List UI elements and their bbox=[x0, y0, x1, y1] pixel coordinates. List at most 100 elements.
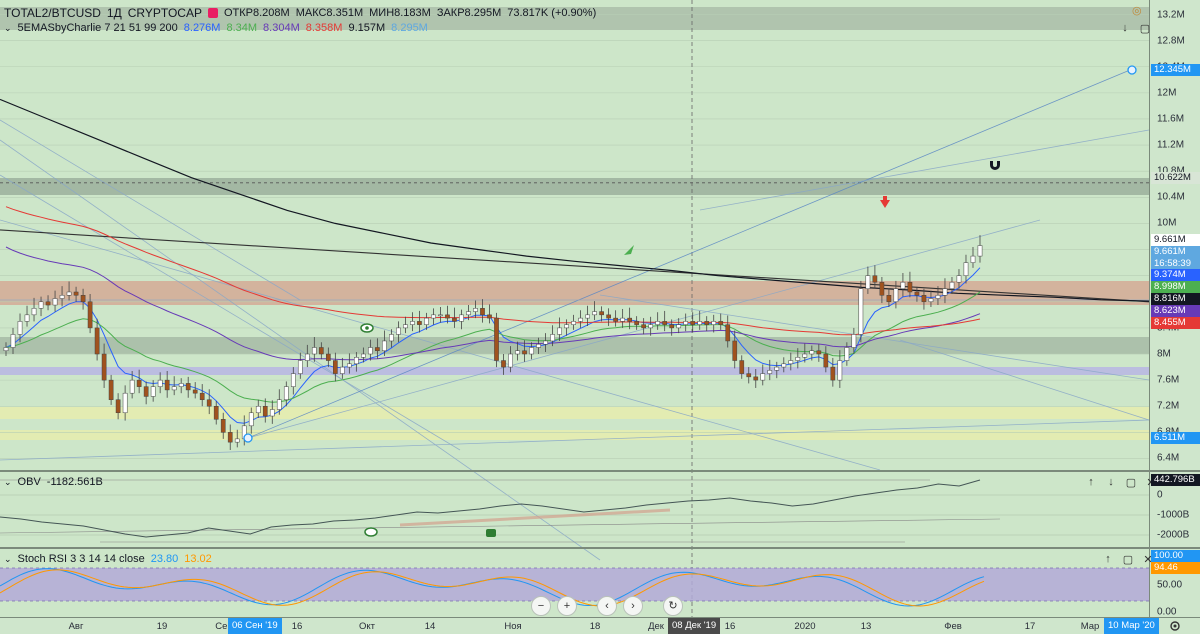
candle-body bbox=[143, 386, 149, 397]
time-axis-tag: 08 Дек '19 bbox=[668, 618, 721, 634]
zoom-in-button[interactable]: + bbox=[557, 596, 577, 616]
candle-body bbox=[851, 334, 857, 348]
candle-body bbox=[206, 399, 212, 407]
stoch-axis-tag: 94.46 bbox=[1151, 562, 1200, 574]
candle-body bbox=[276, 399, 282, 410]
support-zone-lilac bbox=[0, 367, 1149, 375]
ema-value-5: 9.157M bbox=[348, 22, 386, 34]
trendline bbox=[0, 139, 601, 561]
interval-label[interactable]: 1Д bbox=[106, 6, 122, 20]
trendline bbox=[899, 339, 1149, 421]
stoch-close-icon[interactable]: ✕ bbox=[1143, 554, 1153, 566]
candle-body bbox=[536, 343, 541, 348]
candle-body bbox=[802, 353, 808, 358]
candle-body bbox=[396, 327, 401, 335]
obv-collapse-chevron-icon[interactable]: ⌄ bbox=[4, 476, 12, 487]
stoch-move-up-icon[interactable]: ↑ bbox=[1105, 553, 1111, 565]
candle-body bbox=[164, 379, 170, 391]
candle-body bbox=[311, 347, 317, 355]
candle-body bbox=[571, 321, 576, 325]
pane-separator-stoch[interactable] bbox=[0, 547, 1200, 549]
candle-body bbox=[417, 321, 422, 325]
candle-body bbox=[459, 314, 464, 322]
time-tick-label: Ноя bbox=[504, 621, 522, 632]
candle-body bbox=[725, 324, 731, 342]
settings-gear-icon[interactable] bbox=[1150, 618, 1200, 634]
chart-canvas[interactable] bbox=[0, 0, 1149, 617]
price-axis-tag: 9.661M bbox=[1151, 246, 1200, 258]
price-tick-label: 7.6M bbox=[1157, 374, 1180, 386]
candle-body bbox=[830, 366, 836, 381]
support-zone-grey bbox=[0, 337, 1149, 354]
reset-chart-button[interactable]: ↻ bbox=[663, 596, 683, 616]
candle-body bbox=[599, 311, 604, 316]
move-down-icon[interactable]: ↓ bbox=[1122, 22, 1128, 34]
ema-value-2: 8.34M bbox=[226, 22, 258, 34]
candle-body bbox=[648, 324, 653, 329]
candle-body bbox=[732, 340, 738, 361]
candle-body bbox=[606, 314, 611, 319]
candle-body bbox=[578, 317, 583, 322]
obv-name[interactable]: OBV bbox=[17, 476, 41, 488]
price-axis-tag: 9.374M bbox=[1151, 269, 1200, 281]
obv-move-down-icon[interactable]: ↓ bbox=[1108, 476, 1114, 488]
candle-body bbox=[914, 291, 920, 296]
price-axis-tag: 9.661M bbox=[1151, 234, 1200, 246]
stoch-collapse-chevron-icon[interactable]: ⌄ bbox=[4, 553, 12, 564]
candle-body bbox=[255, 405, 261, 414]
time-tick-label: 14 bbox=[424, 621, 436, 632]
candle-body bbox=[942, 288, 948, 296]
stoch-name[interactable]: Stoch RSI 3 3 14 14 close bbox=[17, 553, 145, 565]
obv-maximize-icon[interactable]: ▢ bbox=[1125, 477, 1137, 489]
candle-body bbox=[87, 301, 93, 329]
stoch-maximize-icon[interactable]: ▢ bbox=[1122, 554, 1134, 566]
candle-body bbox=[136, 379, 142, 387]
time-tick-label: 19 bbox=[156, 621, 168, 632]
price-tick-label: 10.4M bbox=[1157, 191, 1185, 203]
candle-body bbox=[655, 321, 661, 325]
stoch-legend[interactable]: ⌄ Stoch RSI 3 3 14 14 close 23.80 13.02 bbox=[4, 553, 212, 565]
candle-body bbox=[382, 340, 387, 352]
zoom-out-button[interactable]: − bbox=[531, 596, 551, 616]
obv-legend[interactable]: ⌄ OBV -1182.561B bbox=[4, 476, 103, 488]
scroll-left-button[interactable]: ‹ bbox=[597, 596, 617, 616]
high-value: МАКС8.351M bbox=[295, 7, 364, 19]
candle-body bbox=[424, 317, 429, 325]
collapse-chevron-icon[interactable]: ⌄ bbox=[4, 22, 12, 33]
candle-body bbox=[823, 353, 829, 368]
close-value: ЗАКР8.295M bbox=[436, 7, 502, 19]
alert-icon[interactable]: ◎ bbox=[1132, 5, 1142, 17]
time-tick-label: Авг bbox=[68, 621, 84, 632]
time-tick-label: Сен bbox=[215, 621, 233, 632]
candle-body bbox=[501, 360, 506, 368]
price-tick-label: 10.8M bbox=[1157, 166, 1185, 177]
candle-body bbox=[3, 347, 9, 352]
candle-body bbox=[718, 321, 724, 325]
symbol-label[interactable]: TOTAL2/BTCUSD bbox=[4, 6, 101, 20]
candle-body bbox=[59, 295, 65, 299]
time-axis[interactable] bbox=[0, 617, 1149, 634]
candle-body bbox=[361, 353, 366, 358]
candle-body bbox=[347, 363, 352, 368]
time-tick-label: Мар bbox=[1080, 621, 1100, 632]
obv-move-up-icon[interactable]: ↑ bbox=[1088, 476, 1094, 488]
candle-body bbox=[641, 324, 646, 329]
main-pane-controls: ↓ ▢ bbox=[1119, 22, 1151, 35]
scroll-right-button[interactable]: › bbox=[623, 596, 643, 616]
candle-body bbox=[354, 357, 359, 365]
candle-body bbox=[199, 392, 205, 400]
ema-indicator-name[interactable]: 5EMASbyCharlie 7 21 51 99 200 bbox=[17, 22, 178, 34]
candle-body bbox=[529, 347, 534, 355]
obv-resistance-band bbox=[399, 508, 671, 527]
maximize-pane-icon[interactable]: ▢ bbox=[1139, 23, 1151, 35]
candle-body bbox=[893, 288, 899, 303]
candle-body bbox=[73, 291, 79, 296]
candle-body bbox=[122, 392, 128, 414]
pane-separator-obv[interactable] bbox=[0, 470, 1200, 472]
candle-body bbox=[739, 360, 745, 374]
support-zone-yellow-1 bbox=[0, 407, 1149, 419]
trendline bbox=[0, 119, 301, 301]
ema-legend[interactable]: ⌄ 5EMASbyCharlie 7 21 51 99 200 8.276M 8… bbox=[4, 22, 428, 34]
candle-body bbox=[325, 353, 331, 361]
header-legend: TOTAL2/BTCUSD 1Д CRYPTOCAP ОТКР8.208M МА… bbox=[4, 6, 596, 20]
